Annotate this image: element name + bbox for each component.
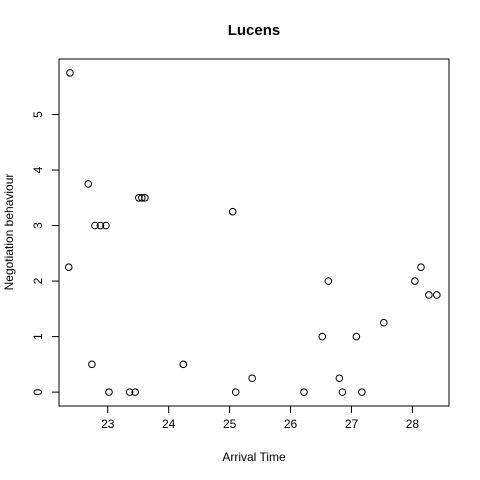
y-tick-label: 1: [31, 333, 45, 340]
data-point: [125, 388, 134, 396]
data-point: [141, 194, 149, 202]
x-axis: 23 24 25 26 27 28: [101, 405, 420, 431]
data-point: [433, 291, 441, 299]
data-point: [338, 388, 347, 396]
x-tick-label: 23: [101, 417, 115, 431]
x-tick-label: 28: [406, 417, 420, 431]
data-point: [91, 221, 99, 230]
data-points: [64, 69, 441, 396]
data-point: [102, 221, 110, 230]
chart-title: Lucens: [228, 22, 281, 39]
data-point: [352, 332, 361, 341]
data-point: [96, 221, 105, 230]
y-tick-label: 4: [31, 166, 45, 173]
data-point: [324, 277, 333, 285]
data-point: [228, 207, 237, 216]
data-point: [105, 388, 113, 396]
data-point: [300, 388, 308, 396]
data-point: [335, 374, 344, 383]
y-tick-label: 5: [31, 111, 45, 118]
data-point: [88, 360, 96, 369]
data-point: [417, 263, 425, 272]
data-point: [64, 263, 73, 272]
data-point: [138, 194, 146, 202]
y-tick-label: 2: [31, 277, 45, 284]
x-tick-label: 26: [284, 417, 298, 431]
data-point: [411, 277, 419, 285]
x-tick-label: 24: [162, 417, 176, 431]
data-point: [358, 388, 366, 396]
data-point: [318, 332, 327, 341]
data-point: [135, 194, 143, 202]
x-axis-label: Arrival Time: [222, 450, 286, 464]
y-axis-label: Negotiation behaviour: [2, 174, 16, 291]
y-tick-label: 3: [31, 222, 45, 229]
data-point: [66, 69, 74, 77]
data-point: [379, 318, 388, 327]
x-tick-label: 25: [223, 417, 237, 431]
x-tick-label: 27: [345, 417, 359, 431]
data-point: [425, 291, 433, 299]
plot-frame: [58, 58, 450, 407]
data-point: [248, 374, 256, 383]
y-tick-label: 0: [31, 388, 45, 395]
y-axis: 0 1 2 3 4 5: [31, 111, 60, 395]
data-point: [84, 180, 93, 188]
data-point: [179, 360, 188, 369]
data-point: [131, 388, 139, 396]
data-point: [231, 388, 240, 396]
